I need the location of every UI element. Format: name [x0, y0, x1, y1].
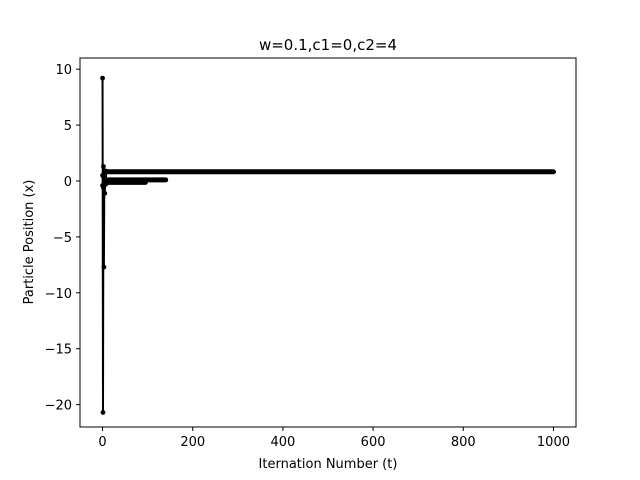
x-axis-ticks: 0 200 400 600 800 1000 [98, 427, 570, 450]
data-point [101, 174, 106, 179]
y-tick-label: −5 [53, 231, 72, 246]
y-tick-label: −10 [45, 287, 72, 302]
series-layer [100, 75, 556, 415]
data-point [102, 179, 108, 185]
x-tick-label: 1000 [537, 435, 570, 450]
y-axis-label: Particle Position (x) [22, 180, 37, 305]
x-tick-label: 200 [180, 435, 205, 450]
y-tick-label: −20 [45, 399, 72, 414]
y-tick-label: 0 [64, 175, 72, 190]
data-point [100, 410, 106, 415]
data-point [101, 264, 107, 270]
data-point [102, 190, 108, 196]
data-point [103, 169, 109, 175]
data-point [101, 164, 106, 169]
x-axis-label: Iternation Number (t) [259, 457, 398, 472]
x-tick-label: 800 [451, 435, 476, 450]
x-tick-label: 400 [270, 435, 295, 450]
y-tick-label: 5 [64, 119, 72, 134]
plot-area-frame [79, 57, 577, 428]
y-tick-label: 10 [55, 63, 72, 78]
y-axis-ticks: 10 5 0 −5 −10 −15 −20 [45, 63, 80, 414]
chart-title: w=0.1,c1=0,c2=4 [259, 36, 397, 54]
x-tick-label: 600 [361, 435, 386, 450]
y-tick-label: −15 [45, 343, 72, 358]
x-tick-label: 0 [98, 435, 106, 450]
data-point [100, 75, 105, 81]
